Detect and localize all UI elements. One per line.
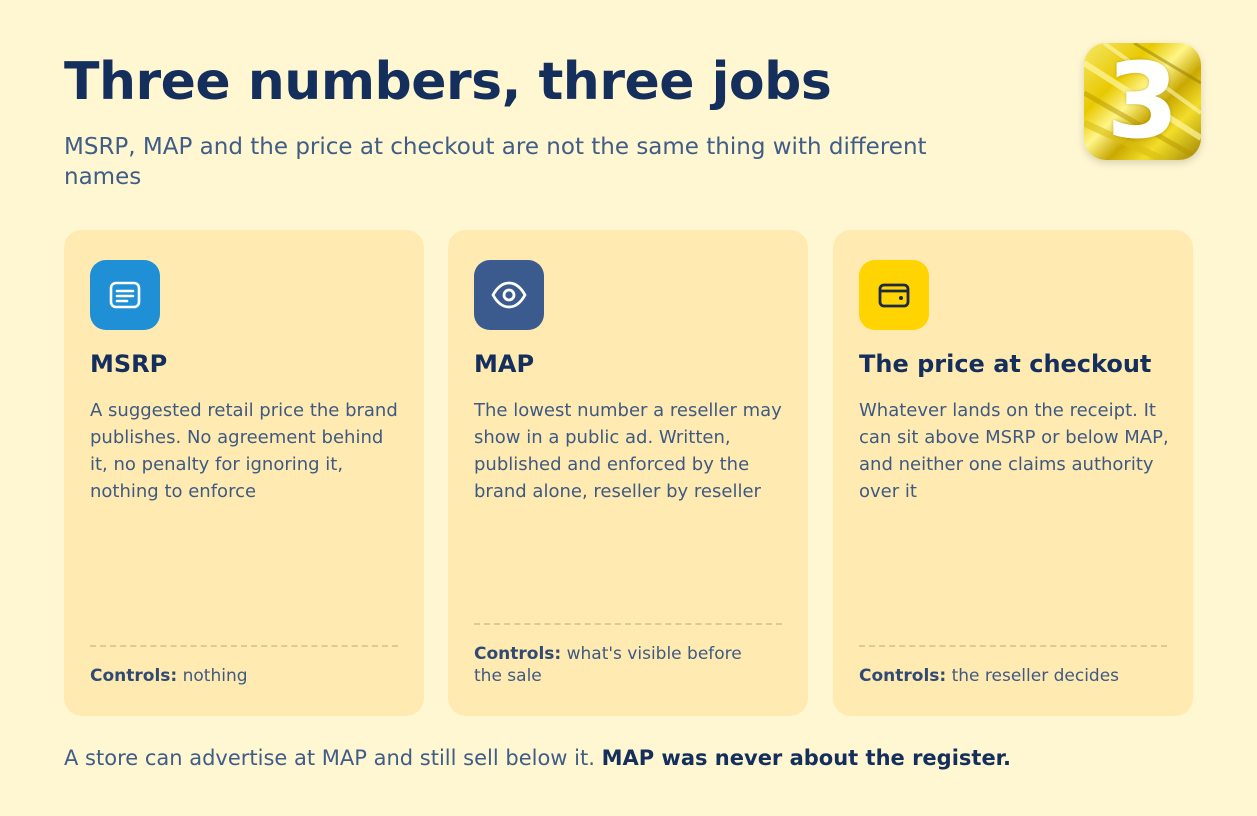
card-controls: Controls: the reseller decides [859,665,1159,687]
footer-note: A store can advertise at MAP and still s… [64,746,1011,770]
card-divider [859,645,1167,647]
card-icon-tile [474,260,544,330]
card-title: MSRP [90,350,168,378]
card-title: MAP [474,350,535,378]
card-title: The price at checkout [859,350,1152,378]
page-subtitle: MSRP, MAP and the price at checkout are … [64,134,927,190]
receipt-icon [109,281,141,309]
card-checkout: The price at checkout Whatever lands on … [833,230,1193,716]
controls-label: Controls: [474,644,562,664]
controls-label: Controls: [859,666,947,686]
card-icon-tile [859,260,929,330]
controls-value: the reseller decides [951,666,1120,686]
card-body: The lowest number a reseller may show in… [474,400,782,502]
number-badge: 3 [1084,43,1201,160]
badge-number: 3 [1106,43,1179,160]
page-title: Three numbers, three jobs [64,52,832,112]
badge-texture [1084,43,1201,160]
controls-value: what's visible before the sale [474,644,742,686]
card-map: MAP The lowest number a reseller may sho… [448,230,808,716]
eye-icon [491,281,527,309]
footer-text: A store can advertise at MAP and still s… [64,746,595,770]
card-controls: Controls: nothing [90,665,390,687]
card-body: A suggested retail price the brand publi… [90,400,398,502]
controls-value: nothing [182,666,248,686]
card-controls: Controls: what's visible before the sale [474,643,774,687]
card-msrp: MSRP A suggested retail price the brand … [64,230,424,716]
card-divider [90,645,398,647]
footer-emphasis: MAP was never about the register. [601,746,1012,770]
card-body: Whatever lands on the receipt. It can si… [859,400,1169,502]
card-icon-tile [90,260,160,330]
card-divider [474,623,782,625]
controls-label: Controls: [90,666,178,686]
wallet-icon [878,283,910,308]
